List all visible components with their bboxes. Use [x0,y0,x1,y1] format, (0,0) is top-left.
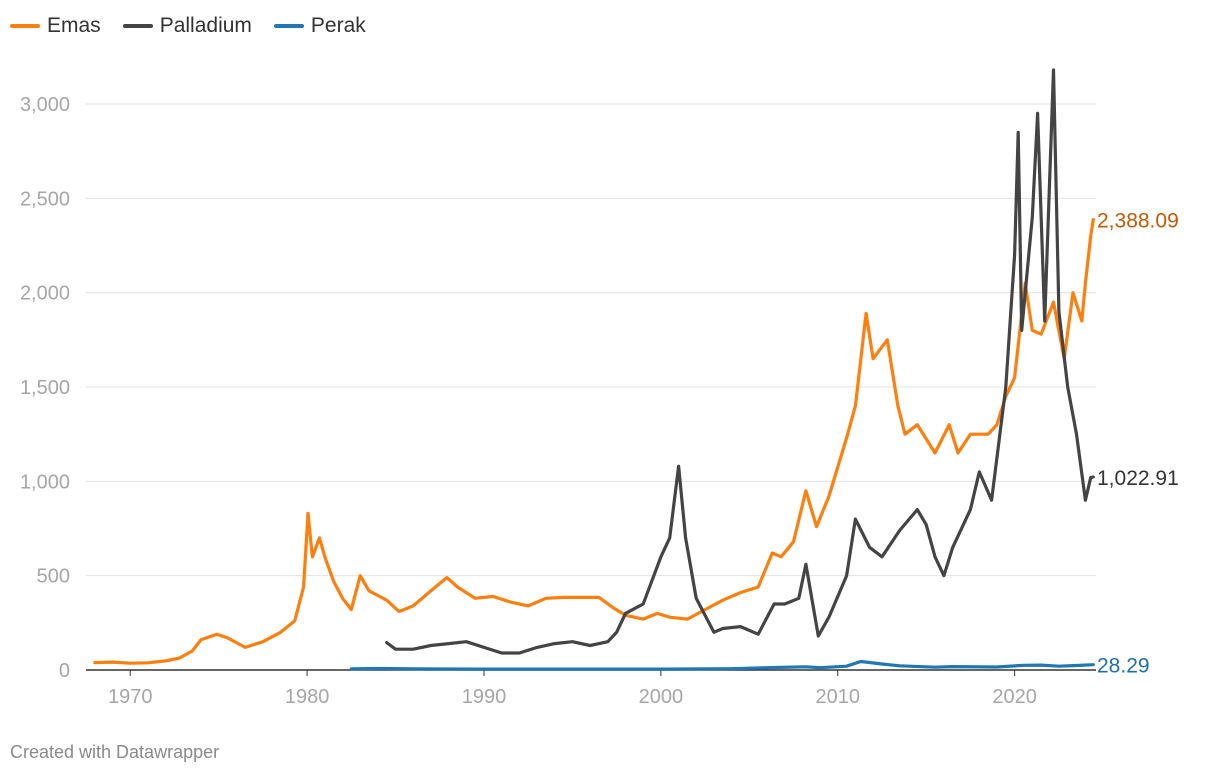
chart-legend: Emas Palladium Perak [10,14,366,38]
x-tick-label: 1970 [108,686,153,708]
x-tick-label: 1990 [462,686,507,708]
y-tick-label: 2,500 [20,188,70,210]
y-tick-label: 1,500 [20,377,70,399]
legend-label-emas: Emas [47,14,101,37]
legend-swatch-palladium [122,24,153,28]
series-line-perak [349,659,1095,671]
end-value-label-palladium: 1,022.91 [1097,467,1179,490]
y-tick-label: 3,000 [20,94,70,116]
legend-swatch-emas [10,24,40,28]
y-tick-label: 2,000 [20,283,70,305]
legend-item-emas: Emas [10,14,101,38]
x-tick-label: 2010 [816,686,861,708]
end-value-label-perak: 28.29 [1097,655,1150,678]
series-line-palladium [385,68,1095,655]
datawrapper-credit: Created with Datawrapper [10,742,220,762]
legend-label-palladium: Palladium [159,14,252,37]
x-tick-label: 2000 [639,686,684,708]
legend-item-palladium: Palladium [122,14,252,38]
series-line-emas [93,217,1095,665]
legend-label-perak: Perak [310,14,366,37]
legend-swatch-perak [273,24,304,28]
x-tick-label: 2020 [992,686,1037,708]
legend-item-perak: Perak [273,14,366,38]
y-tick-label: 1,000 [20,471,70,493]
end-value-label-emas: 2,388.09 [1097,209,1179,232]
y-tick-label: 0 [59,660,70,682]
x-tick-label: 1980 [285,686,330,708]
y-tick-label: 500 [37,566,70,588]
